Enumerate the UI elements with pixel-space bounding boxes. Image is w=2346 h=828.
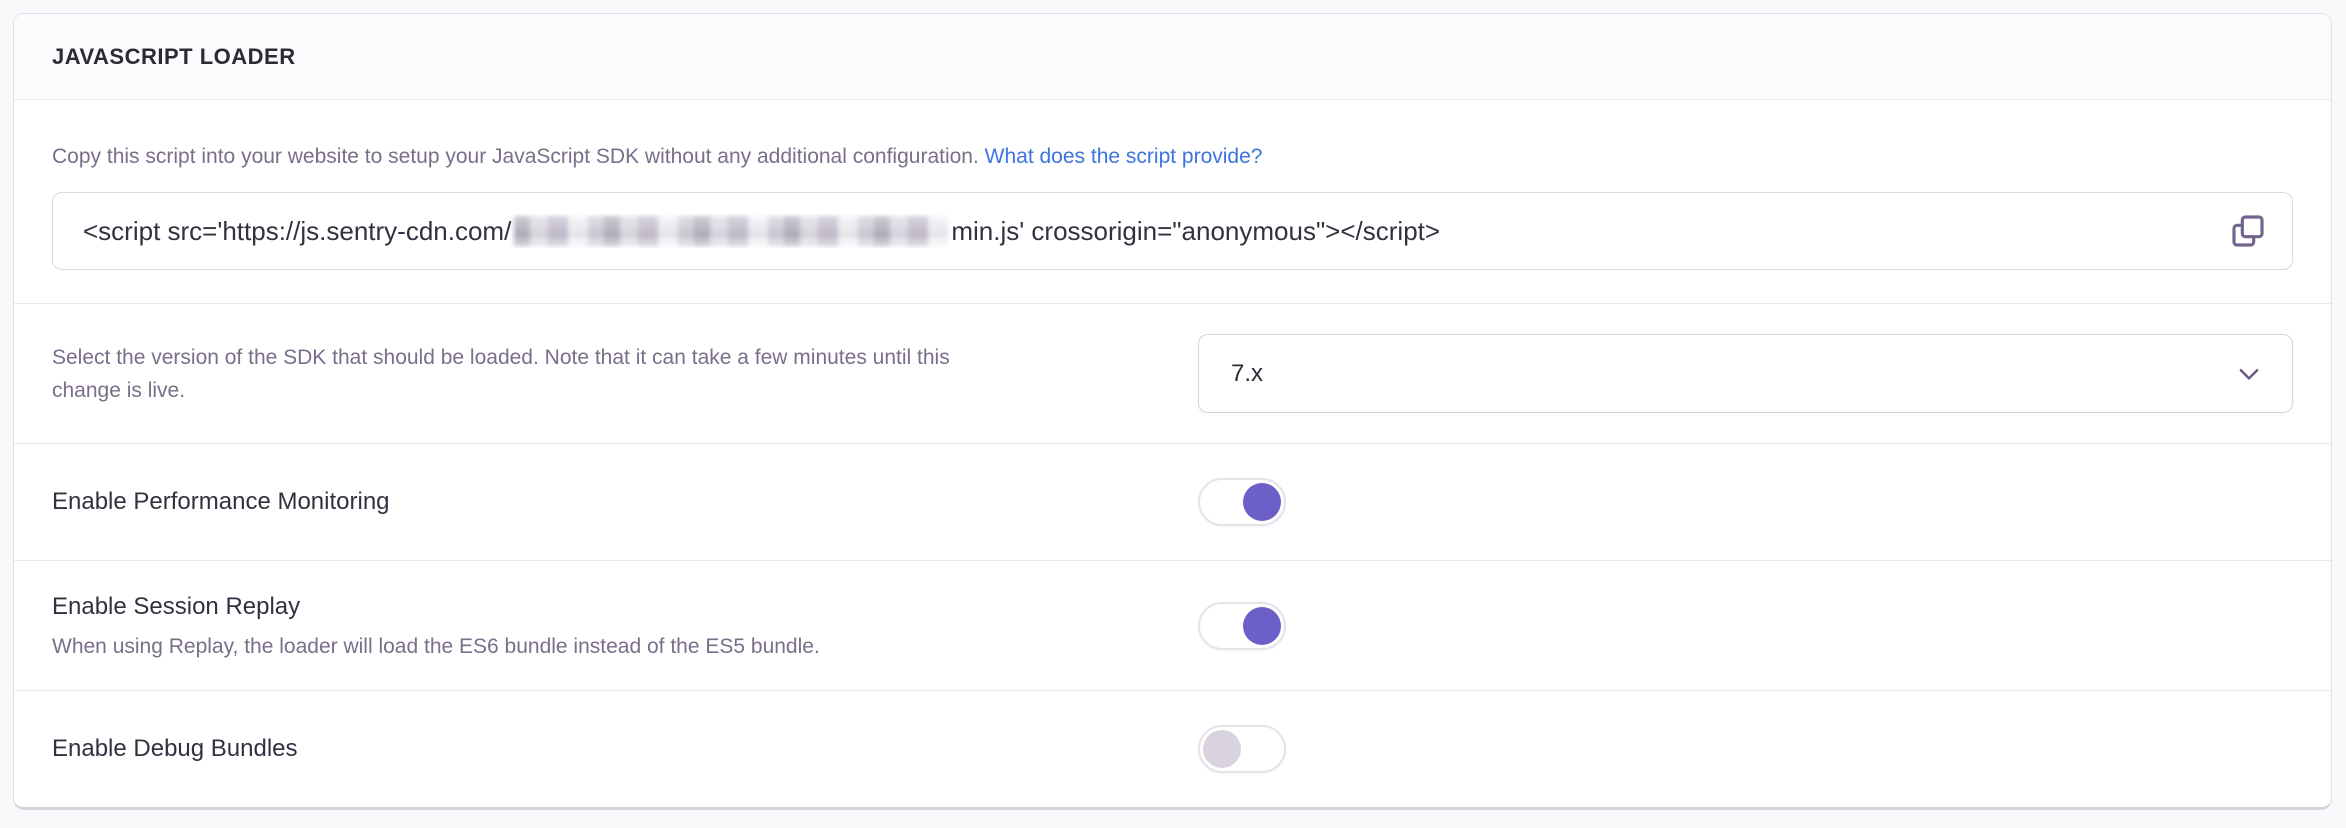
sdk-version-row: Select the version of the SDK that shoul… xyxy=(14,303,2331,443)
panel-header: JAVASCRIPT LOADER xyxy=(14,14,2331,100)
session-replay-row: Enable Session Replay When using Replay,… xyxy=(14,560,2331,690)
sdk-version-control: 7.x xyxy=(1198,334,2293,413)
sdk-version-label: Select the version of the SDK that shoul… xyxy=(52,345,950,402)
session-replay-label: Enable Session Replay xyxy=(52,593,301,620)
performance-monitoring-toggle[interactable] xyxy=(1198,478,1286,526)
performance-monitoring-row: Enable Performance Monitoring xyxy=(14,443,2331,560)
session-replay-toggle[interactable] xyxy=(1198,601,1286,650)
session-replay-label-block: Enable Session Replay When using Replay,… xyxy=(52,589,1057,662)
toggle-knob xyxy=(1203,730,1241,768)
debug-bundles-toggle[interactable] xyxy=(1198,725,1286,773)
performance-monitoring-control xyxy=(1198,478,2293,526)
debug-bundles-row: Enable Debug Bundles xyxy=(14,690,2331,807)
script-description: Copy this script into your website to se… xyxy=(52,145,979,168)
debug-bundles-label-block: Enable Debug Bundles xyxy=(52,731,1057,767)
debug-bundles-control xyxy=(1198,725,2293,773)
performance-monitoring-label: Enable Performance Monitoring xyxy=(52,488,390,515)
toggle-knob xyxy=(1243,483,1281,521)
copy-button[interactable] xyxy=(2218,201,2278,261)
script-description-line: Copy this script into your website to se… xyxy=(52,142,2293,172)
session-replay-control xyxy=(1198,601,2293,650)
what-does-script-provide-link[interactable]: What does the script provide? xyxy=(984,145,1263,168)
panel-title: JAVASCRIPT LOADER xyxy=(52,44,296,69)
session-replay-sublabel: When using Replay, the loader will load … xyxy=(52,635,820,658)
javascript-loader-panel: JAVASCRIPT LOADER Copy this script into … xyxy=(13,13,2332,810)
chevron-down-icon xyxy=(2239,368,2259,380)
toggle-knob xyxy=(1243,606,1281,645)
script-suffix: min.js' crossorigin="anonymous"></script… xyxy=(951,216,1441,246)
loader-script-section: Copy this script into your website to se… xyxy=(14,100,2331,303)
loader-script-field[interactable]: <script src='https://js.sentry-cdn.com/m… xyxy=(52,192,2293,270)
sdk-version-select[interactable]: 7.x xyxy=(1198,334,2293,413)
copy-icon xyxy=(2232,215,2264,247)
performance-monitoring-label-block: Enable Performance Monitoring xyxy=(52,484,1057,520)
script-prefix: <script src='https://js.sentry-cdn.com/ xyxy=(83,216,512,246)
sdk-version-selected-value: 7.x xyxy=(1231,359,1264,387)
loader-script-text: <script src='https://js.sentry-cdn.com/m… xyxy=(83,214,1440,248)
debug-bundles-label: Enable Debug Bundles xyxy=(52,735,298,762)
masked-loader-key xyxy=(514,216,949,246)
